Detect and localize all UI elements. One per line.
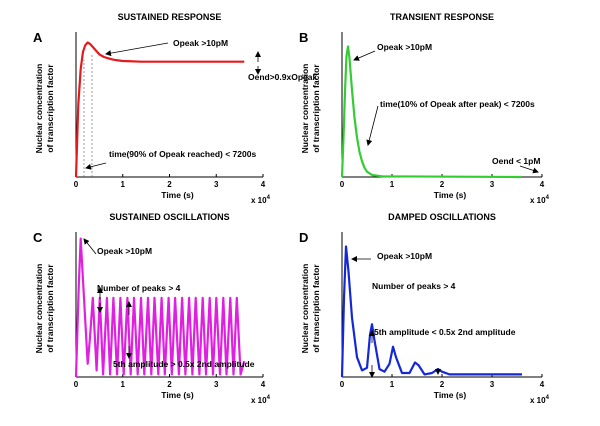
x-tick-label: 1 <box>390 180 395 189</box>
x-tick-label: 3 <box>490 380 495 389</box>
x-axis-label: Time (s) <box>161 390 194 400</box>
x-axis-label: Time (s) <box>434 390 467 400</box>
panel-letter: A <box>33 30 43 45</box>
x-tick-label: 3 <box>214 380 219 389</box>
x-axis-label: Time (s) <box>161 190 194 200</box>
annotation: Opeak >10pM <box>377 42 432 52</box>
series-line <box>74 237 246 378</box>
series-line <box>74 41 245 178</box>
annotation: time(10% of Opeak after peak) < 7200s <box>380 99 535 109</box>
y-axis-label: Nuclear concentration of transcription fa… <box>300 64 321 154</box>
panel-title: SUSTAINED OSCILLATIONS <box>109 212 229 222</box>
x-tick-label: 3 <box>214 180 219 189</box>
x-tick-label: 3 <box>490 180 495 189</box>
arrow-time-b <box>366 105 379 146</box>
y-axis-label: Nuclear concentration of transcription fa… <box>34 264 55 354</box>
x-tick-label: 4 <box>540 380 545 389</box>
annotation: Opeak >10pM <box>173 38 228 48</box>
annotation: Number of peaks > 4 <box>372 281 456 291</box>
panel-d: DAMPED OSCILLATIONS D 0 1 2 3 4 Time (s) x 104 Nu… <box>299 212 550 405</box>
x-tick-label: 1 <box>121 380 126 389</box>
y-axis-label: Nuclear concentration of transcription fa… <box>300 264 321 354</box>
x-axis-label: Time (s) <box>434 190 467 200</box>
y-axis-label-line1: Nuclear concentration <box>300 264 310 354</box>
x-tick-label: 2 <box>440 180 445 189</box>
annotation: 5th amplitude > 0.5x 2nd amplitude <box>113 359 255 369</box>
arrow-opeak-b <box>353 50 376 61</box>
y-axis-label-line1: Nuclear concentration <box>34 64 44 154</box>
series-line <box>340 245 522 378</box>
panel-title: TRANSIENT RESPONSE <box>390 12 494 22</box>
x-tick-label: 1 <box>390 380 395 389</box>
y-axis-label-line2: of transcription factor <box>45 64 55 153</box>
arrow-oend-b <box>519 165 539 174</box>
annotation: Opeak >10pM <box>377 251 432 261</box>
y-axis-label-line1: Nuclear concentration <box>34 264 44 354</box>
panel-a: SUSTAINED RESPONSE A 0 1 2 3 4 Time (s) x 104 Nuc… <box>33 12 317 205</box>
x-tick-label: 4 <box>261 180 266 189</box>
x-tick-label: 0 <box>74 380 79 389</box>
annotation: 5th amplitude < 0.5x 2nd amplitude <box>374 327 516 337</box>
annotation: Oend < 1pM <box>492 156 540 166</box>
y-axis-label-line1: Nuclear concentration <box>300 64 310 154</box>
x-axis-exponent: x 104 <box>530 195 550 205</box>
annotation: Opeak >10pM <box>97 246 152 256</box>
arrow-opeak-c <box>83 238 97 255</box>
panel-letter: B <box>299 30 308 45</box>
panel-title: DAMPED OSCILLATIONS <box>388 212 496 222</box>
y-axis-label-line2: of transcription factor <box>311 64 321 153</box>
x-tick-label: 0 <box>340 180 345 189</box>
panel-b: TRANSIENT RESPONSE B 0 1 2 3 4 Time (s) x 104 Nuc… <box>299 12 550 205</box>
series-line <box>340 45 523 179</box>
x-axis-exponent: x 104 <box>530 395 550 405</box>
annotation: time(90% of Opeak reached) < 7200s <box>109 149 256 159</box>
x-axis-exponent: x 104 <box>251 395 271 405</box>
x-tick-label: 2 <box>440 380 445 389</box>
arrow-time-a <box>85 162 107 170</box>
x-tick-label: 0 <box>340 380 345 389</box>
x-tick-label: 0 <box>74 180 79 189</box>
x-tick-label: 4 <box>261 380 266 389</box>
x-tick-label: 1 <box>121 180 126 189</box>
panel-title: SUSTAINED RESPONSE <box>118 12 222 22</box>
arrow-opeak-a <box>105 42 169 57</box>
panel-c: SUSTAINED OSCILLATIONS C 0 1 2 3 4 Time (s) x 10… <box>33 212 271 405</box>
panel-letter: C <box>33 230 43 245</box>
annotation: Number of peaks > 4 <box>97 283 181 293</box>
x-tick-label: 2 <box>167 380 172 389</box>
x-tick-label: 4 <box>540 180 545 189</box>
x-axis-exponent: x 104 <box>251 195 271 205</box>
annotation: Oend>0.9xOpeak <box>248 72 317 82</box>
x-tick-label: 2 <box>167 180 172 189</box>
y-axis-label-line2: of transcription factor <box>311 264 321 353</box>
panel-letter: D <box>299 230 308 245</box>
y-axis-label: Nuclear concentration of transcription fa… <box>34 64 55 154</box>
y-axis-label-line2: of transcription factor <box>45 264 55 353</box>
